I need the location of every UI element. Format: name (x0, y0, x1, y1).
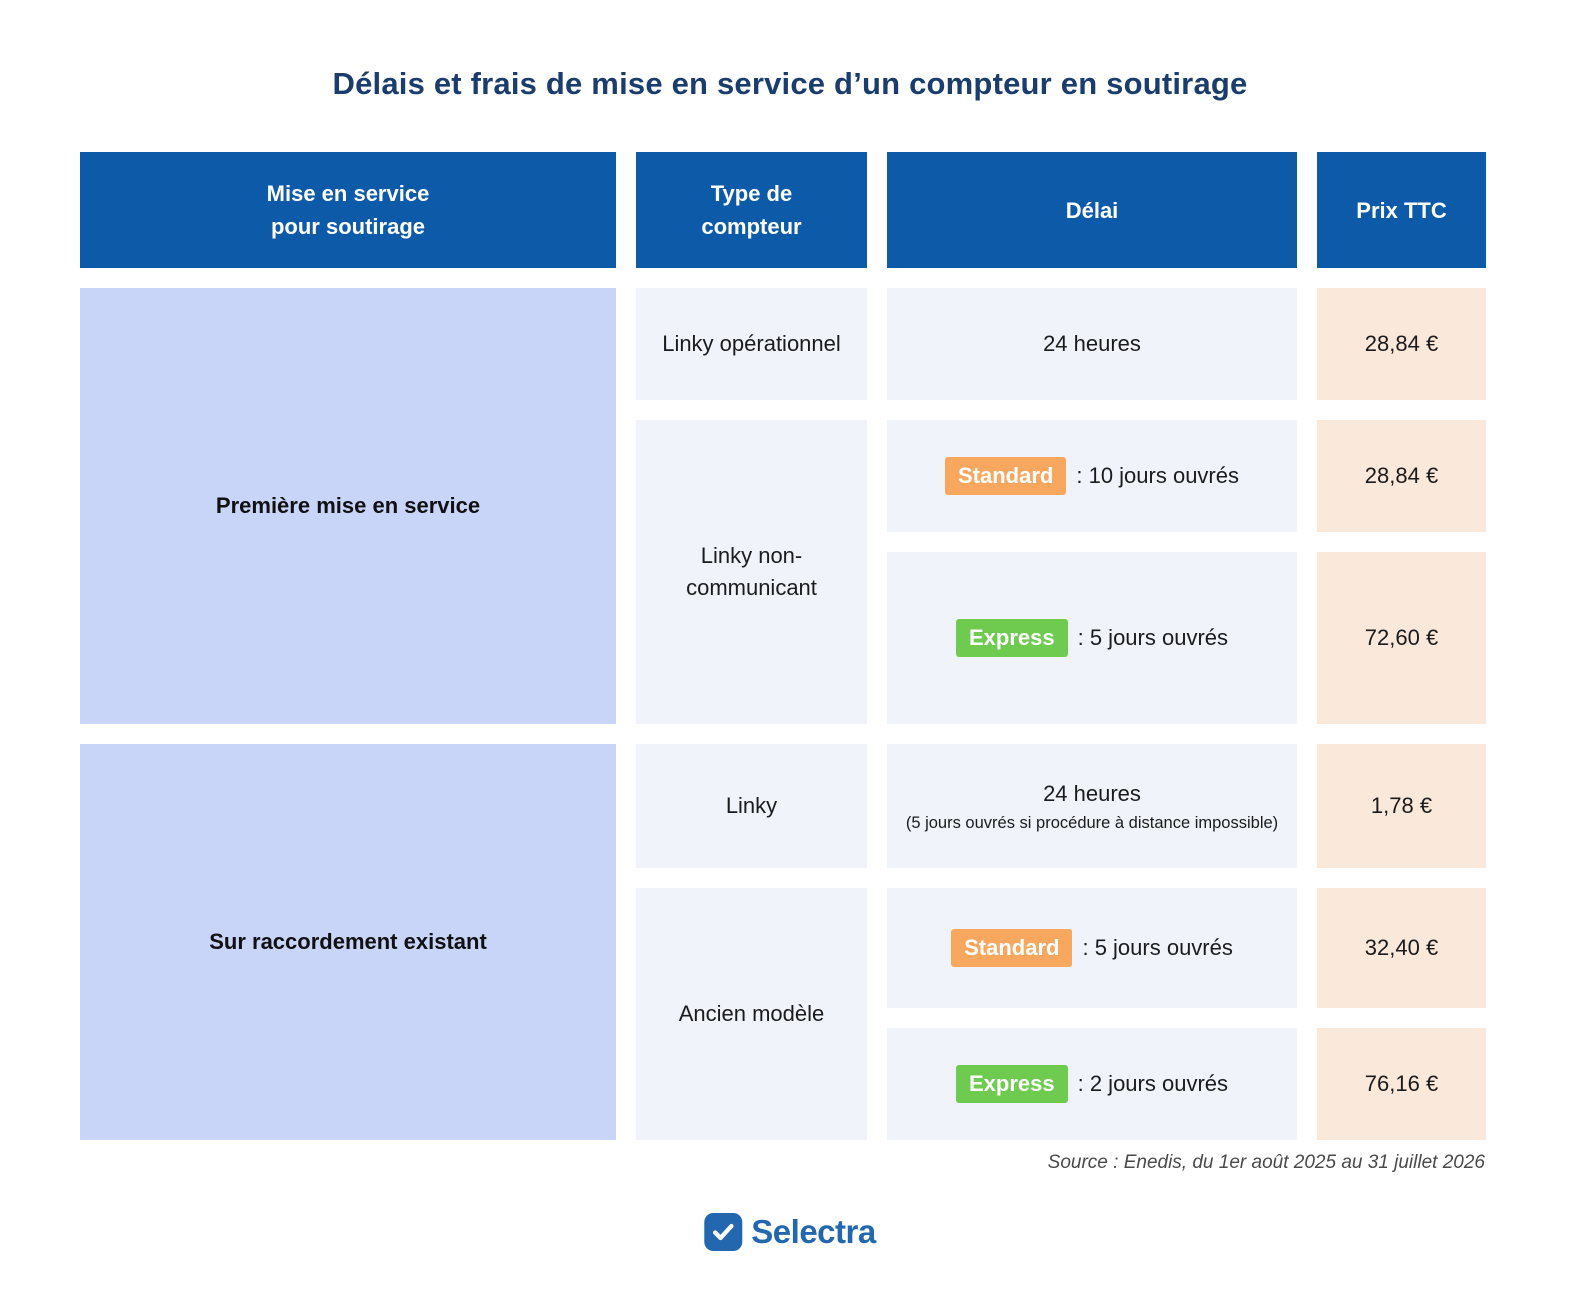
price-value: 28,84 € (1364, 331, 1439, 357)
price-value: 28,84 € (1364, 463, 1439, 489)
meter-label: Linky non-communicant (686, 543, 817, 600)
delay-text: 24 heures (1043, 331, 1141, 357)
standard-badge: Standard (951, 928, 1073, 968)
header-prix-ttc-label: Prix TTC (1356, 197, 1447, 223)
meter-label: Ancien modèle (678, 1001, 825, 1027)
express-badge: Express (955, 618, 1068, 658)
delay-text: : 5 jours ouvrés (1077, 625, 1229, 651)
delay-standard-10-jours: Standard : 10 jours ouvrés (887, 420, 1297, 532)
pricing-table: Mise en service pour soutirage Type de c… (80, 152, 1486, 1140)
delay-express-2-jours: Express : 2 jours ouvrés (887, 1028, 1297, 1140)
category-label: Première mise en service (215, 493, 481, 519)
header-delai-label: Délai (1065, 197, 1119, 223)
header-prix-ttc: Prix TTC (1317, 152, 1486, 268)
express-badge: Express (955, 1064, 1068, 1104)
source-caption: Source : Enedis, du 1er août 2025 au 31 … (1047, 1152, 1485, 1173)
price-value: 32,40 € (1364, 935, 1439, 961)
price-cell: 1,78 € (1317, 744, 1486, 868)
price-value: 72,60 € (1364, 625, 1439, 651)
meter-linky-non-communicant: Linky non-communicant (636, 420, 867, 724)
delay-text: : 5 jours ouvrés (1082, 935, 1233, 961)
delay-express-5-jours: Express : 5 jours ouvrés (887, 552, 1297, 724)
page-title: Délais et frais de mise en service d’un … (332, 66, 1248, 101)
delay-text: 24 heures (1043, 780, 1141, 806)
header-mise-en-service-line1: Mise en service (266, 181, 430, 206)
header-type-de-compteur-line2: compteur (701, 214, 802, 239)
price-value: 76,16 € (1364, 1071, 1439, 1097)
category-label: Sur raccordement existant (209, 929, 487, 955)
price-value: 1,78 € (1370, 793, 1433, 819)
standard-badge: Standard (945, 456, 1067, 496)
header-mise-en-service: Mise en service pour soutirage (80, 152, 616, 268)
category-sur-raccordement-existant: Sur raccordement existant (80, 744, 616, 1140)
price-cell: 32,40 € (1317, 888, 1486, 1008)
delay-24-heures-avec-note: 24 heures (5 jours ouvrés si procédure à… (887, 744, 1297, 868)
brand-wordmark: Selectra (751, 1213, 876, 1250)
price-cell: 72,60 € (1317, 552, 1486, 724)
meter-linky-operationnel: Linky opérationnel (636, 288, 867, 400)
meter-linky: Linky (636, 744, 867, 868)
checkmark-icon (704, 1213, 743, 1251)
price-cell: 28,84 € (1317, 288, 1486, 400)
meter-ancien-modele: Ancien modèle (636, 888, 867, 1140)
meter-label: Linky (725, 793, 778, 819)
header-delai: Délai (887, 152, 1297, 268)
delay-text: : 10 jours ouvrés (1076, 463, 1239, 489)
header-type-de-compteur: Type de compteur (636, 152, 867, 268)
delay-text: : 2 jours ouvrés (1077, 1071, 1229, 1097)
category-premiere-mise-en-service: Première mise en service (80, 288, 616, 724)
price-cell: 28,84 € (1317, 420, 1486, 532)
selectra-logo: Selectra (704, 1213, 876, 1251)
delay-note: (5 jours ouvrés si procédure à distance … (905, 813, 1279, 832)
price-cell: 76,16 € (1317, 1028, 1486, 1140)
delay-24-heures: 24 heures (887, 288, 1297, 400)
header-type-de-compteur-line1: Type de (710, 181, 793, 206)
header-mise-en-service-line2: pour soutirage (270, 214, 425, 239)
meter-label: Linky opérationnel (662, 331, 841, 357)
delay-standard-5-jours: Standard : 5 jours ouvrés (887, 888, 1297, 1008)
